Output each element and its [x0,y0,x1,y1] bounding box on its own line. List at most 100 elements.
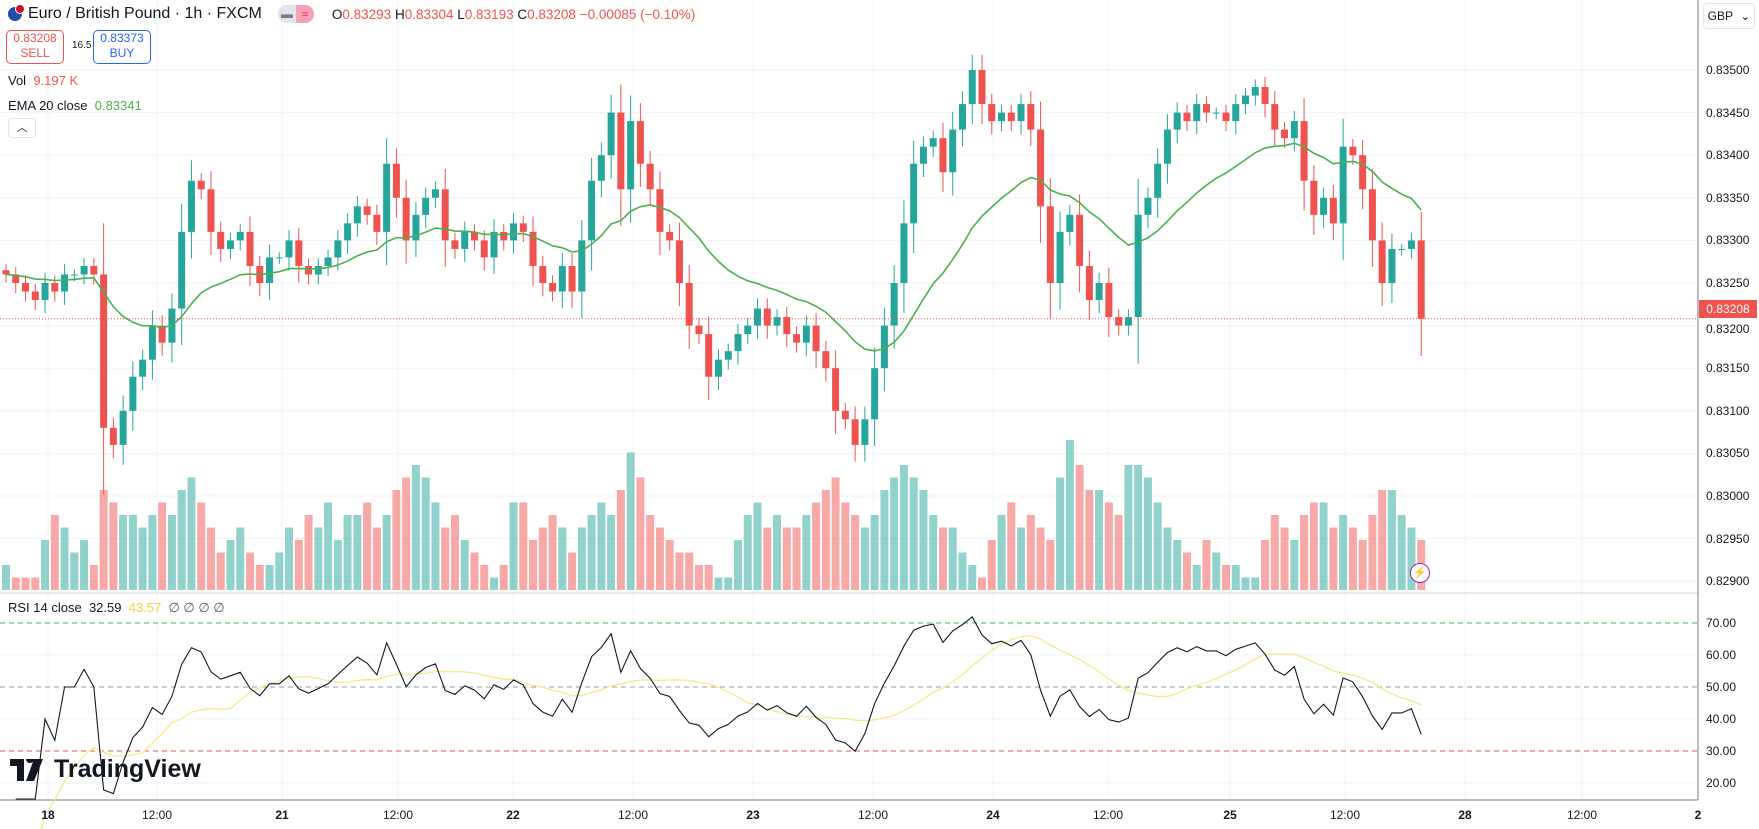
volume-bar [626,452,635,590]
buy-button[interactable]: 0.83373 BUY [93,30,151,64]
volume-bar [1231,565,1240,590]
volume-bar [704,565,713,590]
candle-body [451,240,459,249]
volume-bar [50,515,59,590]
candle-body [773,317,781,326]
volume-bar [382,515,391,590]
volume-bar [460,540,469,590]
candle-body [236,231,244,241]
minus-icon[interactable]: ▬ [277,5,296,23]
candle-body [1105,283,1113,318]
candle-body [1310,180,1318,215]
candle-body [500,231,508,241]
candle-body [968,70,976,105]
symbol-header[interactable]: Euro / British Pound · 1h · FXCM ▬ ≈ O0.8… [8,4,695,23]
volume-bar [1329,527,1338,590]
rsi-axis-label: 30.00 [1706,744,1737,758]
candle-body [949,129,957,173]
compare-toggle[interactable]: ▬ ≈ [277,5,314,23]
candle-body [871,368,879,420]
volume-bar [1036,527,1045,590]
volume-legend[interactable]: Vol 9.197 K [8,73,79,88]
volume-bar [1319,502,1328,590]
volume-bar [1095,490,1104,590]
candle-body [119,410,127,445]
candle-body [539,265,547,283]
volume-bar [1192,565,1201,590]
volume-bar [80,540,89,590]
candle-body [31,291,39,301]
candle-body [490,231,498,258]
lightning-icon[interactable]: ⚡ [1410,563,1430,583]
rsi-legend[interactable]: RSI 14 close 32.59 43.57 ∅ ∅ ∅ ∅ [8,600,225,615]
time-axis-label: 12:00 [617,808,649,822]
volume-bar [948,527,957,590]
volume-bar [490,577,498,590]
candle-body [441,189,449,241]
time-axis-label: 12:00 [857,808,889,822]
candle-body [305,265,313,275]
wave-icon[interactable]: ≈ [295,5,314,23]
candle-body [1212,112,1220,114]
volume-bar [1280,527,1289,590]
candle-body [1329,197,1337,224]
candle-body [207,189,215,232]
candle-body [617,112,625,190]
volume-bar [138,527,147,590]
symbol-title[interactable]: Euro / British Pound · 1h · FXCM [28,5,262,22]
volume-bar [343,515,352,590]
volume-bar [773,515,782,590]
candle-body [1320,197,1328,215]
volume-bar [236,527,245,590]
volume-bar [568,552,577,590]
volume-bar [655,527,664,590]
candle-body [510,223,518,241]
volume-bar [1309,502,1318,590]
candle-body [636,121,644,164]
ema-legend[interactable]: EMA 20 close 0.83341 [8,98,142,113]
candle-body [1056,231,1064,283]
candle-body [1183,112,1191,122]
collapse-legend-button[interactable]: ︿ [8,118,36,138]
volume-bar [558,527,567,590]
volume-bar [480,565,489,590]
volume-bar [1407,527,1416,590]
volume-bar [958,552,967,590]
volume-bar [2,565,10,590]
candle-body [1378,240,1386,283]
tradingview-logo[interactable]: TradingView [10,755,201,784]
candle-body [470,231,478,241]
volume-bar [538,527,547,590]
spread-value: 16.5 [72,40,92,51]
volume-bar [831,477,840,590]
volume-bar [899,465,908,590]
candle-body [2,270,10,275]
candle-body [422,197,430,215]
price-axis-label: 0.83250 [1706,276,1750,290]
volume-bar [109,502,118,590]
volume-bar [255,565,264,590]
volume-bar [353,515,362,590]
candle-body [275,257,283,259]
current-price-label: 0.83208 [1699,300,1757,318]
candle-body [1359,155,1367,190]
candle-body [529,231,537,266]
candle-body [12,274,20,283]
candle-body [685,283,693,326]
volume-bar [529,540,538,590]
volume-bar [987,540,996,590]
volume-bar [509,502,518,590]
candle-body [998,112,1006,122]
candle-body [763,308,771,326]
volume-bar [548,515,557,590]
volume-bar [519,502,528,590]
currency-select[interactable]: GBP ⌄ [1703,3,1755,29]
volume-bar [1241,577,1250,590]
candle-body [373,214,381,232]
candle-body [431,189,439,198]
candle-body [1066,214,1074,232]
candle-body [1144,197,1152,215]
candle-body [1173,112,1181,130]
sell-button[interactable]: 0.83208 SELL [6,30,64,64]
